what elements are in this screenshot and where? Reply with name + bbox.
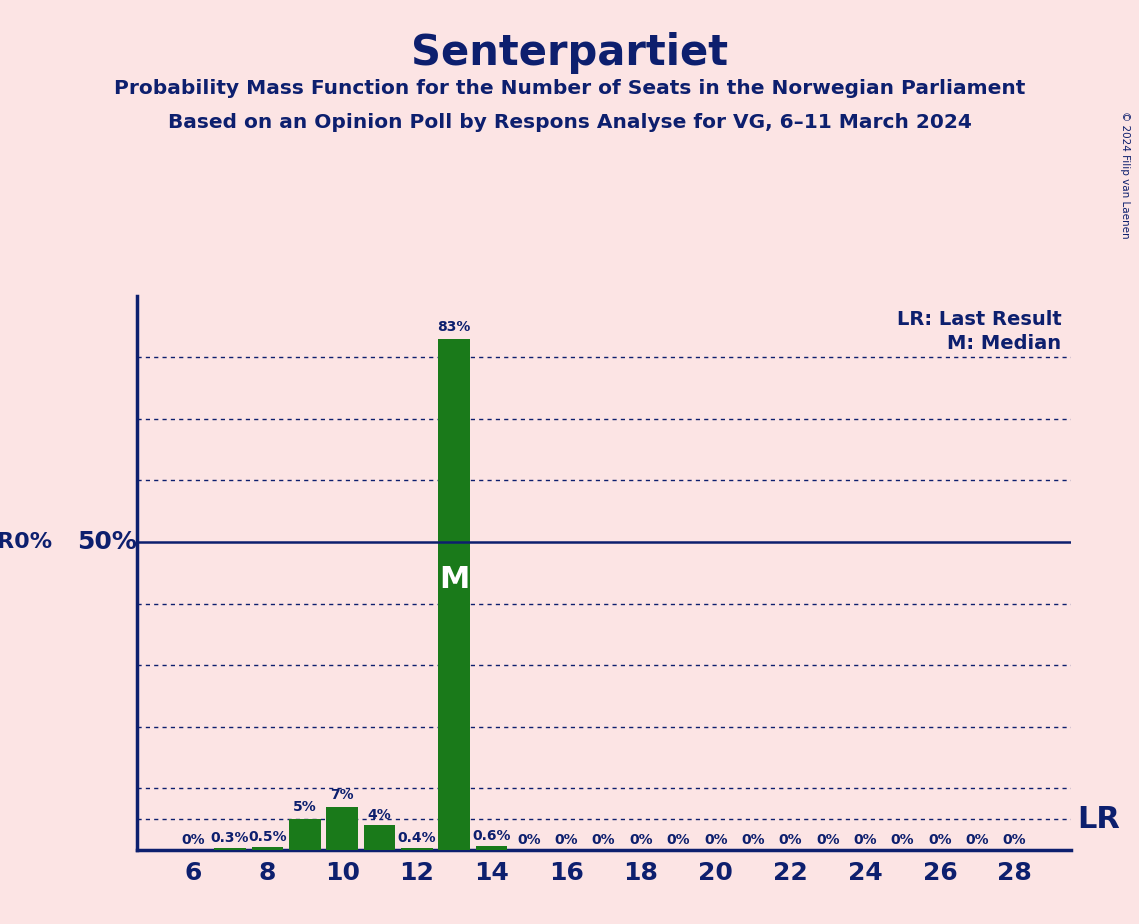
Bar	[289, 820, 321, 850]
Text: M: Median: M: Median	[948, 334, 1062, 354]
Text: 0%: 0%	[891, 833, 915, 847]
Bar	[401, 847, 433, 850]
Text: Based on an Opinion Poll by Respons Analyse for VG, 6–11 March 2024: Based on an Opinion Poll by Respons Anal…	[167, 113, 972, 132]
Text: 0%: 0%	[181, 833, 205, 847]
Bar	[476, 846, 508, 850]
Text: © 2024 Filip van Laenen: © 2024 Filip van Laenen	[1121, 111, 1130, 238]
Text: Senterpartiet: Senterpartiet	[411, 32, 728, 74]
Bar	[363, 825, 395, 850]
Text: 0%: 0%	[741, 833, 765, 847]
Text: 0%: 0%	[816, 833, 839, 847]
Text: 0%: 0%	[666, 833, 690, 847]
Text: 0%: 0%	[592, 833, 615, 847]
Bar	[326, 807, 358, 850]
Text: 0.5%: 0.5%	[248, 830, 287, 844]
Text: 0%: 0%	[555, 833, 579, 847]
Text: 5%: 5%	[293, 800, 317, 814]
Bar	[214, 848, 246, 850]
Bar	[252, 847, 284, 850]
Text: 0%: 0%	[928, 833, 952, 847]
Text: 0.3%: 0.3%	[211, 832, 249, 845]
Text: 0%: 0%	[517, 833, 541, 847]
Text: 0%: 0%	[1002, 833, 1026, 847]
Text: 0.4%: 0.4%	[398, 831, 436, 845]
Text: 0%: 0%	[853, 833, 877, 847]
Text: 0%: 0%	[966, 833, 989, 847]
Text: LR0%: LR0%	[0, 532, 52, 552]
Text: 83%: 83%	[437, 320, 470, 334]
Text: 0%: 0%	[779, 833, 802, 847]
Text: 4%: 4%	[368, 808, 392, 822]
Text: LR: LR	[1077, 805, 1121, 833]
Text: 50%: 50%	[76, 530, 137, 554]
Text: Probability Mass Function for the Number of Seats in the Norwegian Parliament: Probability Mass Function for the Number…	[114, 79, 1025, 98]
Bar	[439, 339, 470, 850]
Text: LR: Last Result: LR: Last Result	[896, 310, 1062, 329]
Text: 0.6%: 0.6%	[473, 830, 511, 844]
Text: M: M	[439, 565, 469, 593]
Text: 0%: 0%	[704, 833, 728, 847]
Text: 0%: 0%	[629, 833, 653, 847]
Text: 7%: 7%	[330, 788, 354, 802]
